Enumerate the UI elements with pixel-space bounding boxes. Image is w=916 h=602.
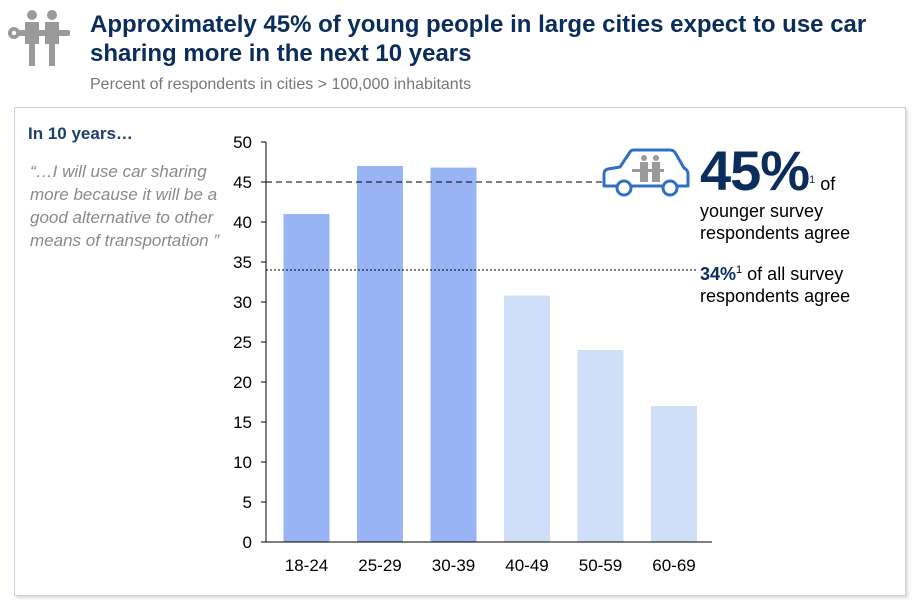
bar-30-39 [430, 167, 477, 542]
x-tick-label: 50-59 [579, 556, 622, 575]
x-tick-label: 30-39 [432, 556, 475, 575]
y-tick-label: 25 [233, 333, 252, 352]
x-tick-label: 60-69 [652, 556, 695, 575]
x-tick-label: 18-24 [285, 556, 328, 575]
panel-heading: In 10 years… [28, 124, 133, 143]
page-title: Approximately 45% of young people in lar… [90, 11, 867, 67]
y-tick-label: 30 [233, 293, 252, 312]
x-tick-label: 40-49 [505, 556, 548, 575]
y-tick-label: 45 [233, 173, 252, 192]
people-with-key-icon [8, 10, 70, 66]
respondent-quote: “…I will use car sharing more because it… [30, 162, 219, 250]
bar-25-29 [357, 166, 403, 542]
y-tick-label: 0 [243, 533, 252, 552]
bar-50-59 [577, 350, 624, 542]
young-of-label: of [820, 174, 836, 194]
y-tick-label: 20 [233, 373, 252, 392]
page-subtitle: Percent of respondents in cities > 100,0… [90, 76, 472, 93]
y-tick-label: 40 [233, 213, 252, 232]
y-tick-label: 50 [233, 133, 252, 152]
all-footnote: 1 [736, 264, 743, 276]
all-respondents-text: of all survey respondents agree [700, 264, 851, 306]
young-respondents-value: 45% [700, 139, 810, 202]
young-footnote: 1 [809, 174, 816, 186]
y-tick-label: 35 [233, 253, 252, 272]
all-respondents-value: 34% [700, 264, 737, 284]
x-tick-label: 25-29 [358, 556, 401, 575]
bar-18-24 [283, 214, 330, 542]
young-respondents-callout: 45%1 of [700, 138, 835, 203]
y-tick-label: 10 [233, 453, 252, 472]
young-respondents-text: younger survey respondents agree [700, 201, 851, 243]
y-tick-label: 15 [233, 413, 252, 432]
bar-40-49 [504, 295, 550, 542]
y-tick-label: 5 [243, 493, 252, 512]
car-with-people-icon [602, 148, 690, 197]
all-respondents-callout: 34%1 of all survey respondents agree [700, 259, 890, 307]
bar-60-69 [651, 406, 697, 542]
